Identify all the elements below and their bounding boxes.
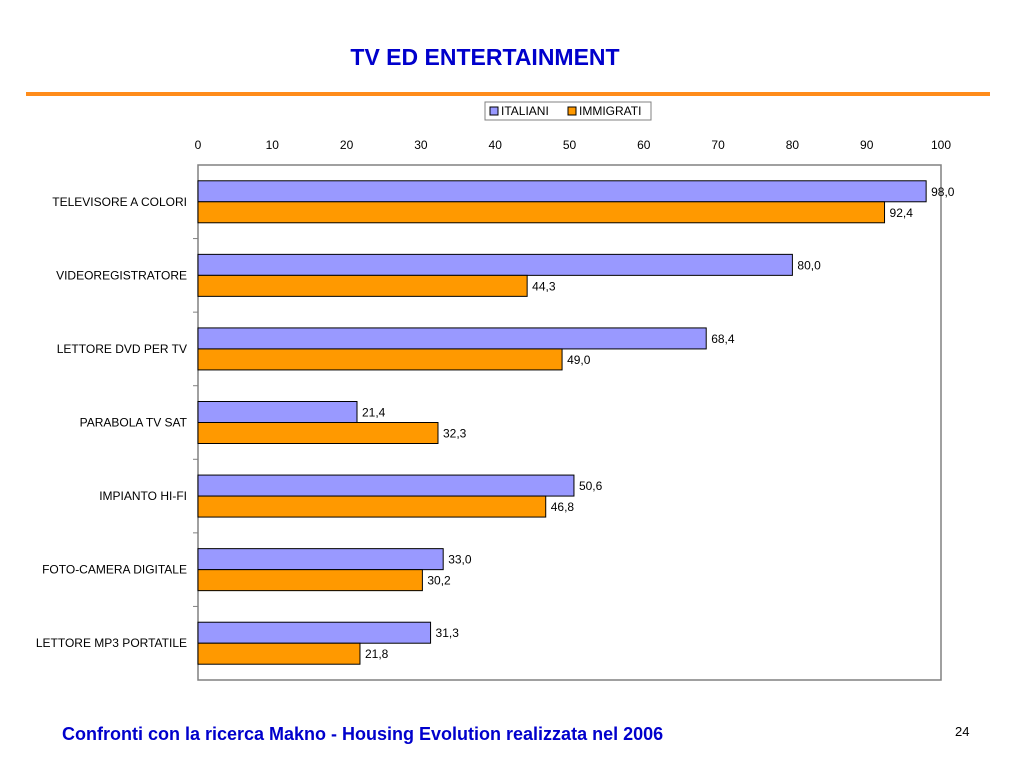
x-tick-label: 100 (931, 138, 951, 152)
bar-italiani (197, 401, 358, 423)
legend-swatch (567, 106, 577, 116)
data-label: 31,3 (436, 626, 460, 640)
x-tick-label: 50 (563, 138, 577, 152)
bar-chart: ITALIANI IMMIGRATI 0 10 20 30 40 50 60 70 80 90 100… (36, 101, 955, 681)
category-label: IMPIANTO HI-FI (99, 489, 187, 503)
data-label: 98,0 (931, 185, 955, 199)
bar-italiani (197, 621, 432, 644)
data-label: 32,3 (443, 427, 467, 441)
category-label: TELEVISORE A COLORI (52, 195, 187, 209)
page-number: 24 (955, 724, 970, 739)
footer-source: Confronti con la ricerca Makno - Housing… (62, 724, 664, 744)
title-divider (26, 92, 990, 96)
bar-italiani (197, 474, 575, 497)
data-label: 21,4 (362, 406, 386, 420)
category-label: VIDEOREGISTRATORE (56, 268, 187, 282)
bar-immigrati (197, 569, 423, 592)
data-label: 68,4 (711, 332, 735, 346)
x-tick-label: 70 (711, 138, 725, 152)
bar-italiani (197, 548, 444, 571)
data-label: 21,8 (365, 647, 389, 661)
bar-immigrati (197, 642, 361, 665)
data-label: 46,8 (551, 500, 575, 514)
bar-immigrati (197, 201, 886, 224)
legend-entry: ITALIANI (501, 104, 549, 118)
x-tick-label: 80 (786, 138, 800, 152)
bar-italiani (197, 327, 707, 350)
bar-immigrati (197, 348, 563, 371)
data-label: 33,0 (448, 553, 472, 567)
data-label: 44,3 (532, 279, 556, 293)
category-label: LETTORE MP3 PORTATILE (36, 636, 187, 650)
data-label: 50,6 (579, 479, 603, 493)
bar-immigrati (197, 274, 528, 297)
bar-immigrati (197, 495, 547, 518)
category-label: FOTO-CAMERA DIGITALE (42, 563, 187, 577)
bar-italiani (197, 253, 793, 276)
x-tick-label: 0 (195, 138, 202, 152)
data-label: 49,0 (567, 353, 591, 367)
bar-immigrati (197, 422, 439, 444)
bar-italiani (197, 180, 927, 203)
x-tick-label: 10 (266, 138, 280, 152)
data-label: 92,4 (890, 206, 914, 220)
slide-title: TV ED ENTERTAINMENT (350, 44, 620, 70)
category-label: PARABOLA TV SAT (80, 416, 188, 430)
legend-entry: IMMIGRATI (579, 104, 641, 118)
legend-swatch (489, 106, 499, 116)
x-tick-label: 20 (340, 138, 354, 152)
data-label: 80,0 (797, 258, 821, 272)
x-tick-label: 90 (860, 138, 874, 152)
data-label: 30,2 (427, 574, 451, 588)
x-tick-label: 40 (489, 138, 503, 152)
category-label: LETTORE DVD PER TV (57, 342, 187, 356)
x-tick-label: 30 (414, 138, 428, 152)
chart-legend: ITALIANI IMMIGRATI (484, 101, 652, 121)
x-axis-ticks: 0 10 20 30 40 50 60 70 80 90 100 (195, 138, 952, 152)
plot-area: TELEVISORE A COLORI 98,0 92,4 VIDEOREGISTRA… (36, 164, 955, 681)
x-tick-label: 60 (637, 138, 651, 152)
